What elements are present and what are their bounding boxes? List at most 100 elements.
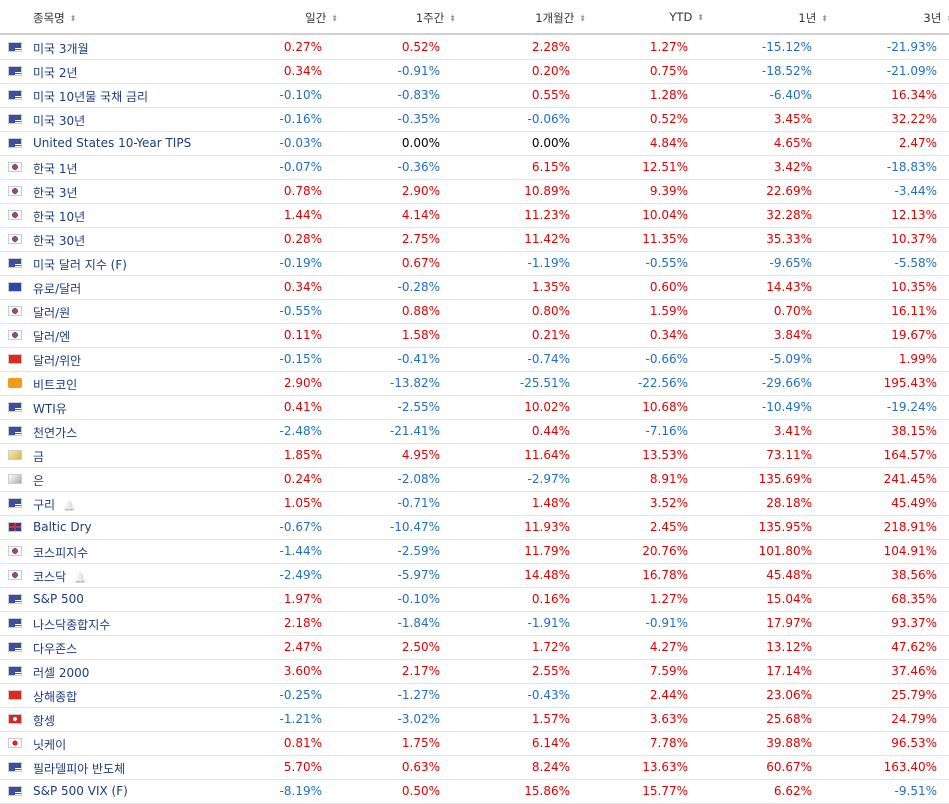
instrument-link[interactable]: 미국 달러 지수 (F) <box>33 258 127 272</box>
change-value: 3.84% <box>773 328 812 342</box>
alert-icon[interactable]: 🔔 <box>63 501 76 512</box>
change-value: 0.21% <box>531 328 570 342</box>
instrument-link[interactable]: 달러/엔 <box>33 330 71 344</box>
instrument-name[interactable]: 금 <box>33 448 44 465</box>
change-value: -3.02% <box>397 712 440 726</box>
instrument-link[interactable]: 금 <box>33 450 45 464</box>
change-value: 10.35% <box>891 280 937 294</box>
change-value: -2.08% <box>397 472 440 486</box>
instrument-link[interactable]: 코스닥 <box>33 570 67 584</box>
instrument-name[interactable]: 다우존스 <box>33 640 77 657</box>
change-value: 12.13% <box>891 208 937 222</box>
change-value: 2.28% <box>531 40 570 54</box>
instrument-name[interactable]: Baltic Dry <box>33 520 92 534</box>
instrument-name[interactable]: 한국 1년 <box>33 160 78 177</box>
instrument-link[interactable]: 천연가스 <box>33 426 78 440</box>
instrument-name[interactable]: 상해종합 <box>33 688 77 705</box>
instrument-link[interactable]: 상해종합 <box>33 690 78 704</box>
flag-icon <box>8 666 22 676</box>
instrument-name[interactable]: 유로/달러 <box>33 280 81 297</box>
instrument-name[interactable]: 달러/위안 <box>33 352 81 369</box>
change-value: 4.27% <box>649 640 688 654</box>
instrument-link[interactable]: 닛케이 <box>33 738 67 752</box>
instrument-name[interactable]: S&P 500 <box>33 592 84 606</box>
instrument-link[interactable]: 비트코인 <box>33 378 78 392</box>
instrument-link[interactable]: 유로/달러 <box>33 282 82 296</box>
column-header[interactable]: 3년 ⬍ <box>923 10 949 26</box>
column-header[interactable]: 종목명 ⬍ <box>33 10 76 26</box>
table-row: 은 0.24% -2.08% -2.97% 8.91% 135.69% 241.45% <box>0 467 949 492</box>
instrument-link[interactable]: 러셀 2000 <box>33 666 90 680</box>
instrument-name[interactable]: 미국 10년물 국채 금리 <box>33 88 148 105</box>
instrument-name[interactable]: 비트코인 <box>33 376 77 393</box>
instrument-name[interactable]: 닛케이 <box>33 736 66 753</box>
alert-icon[interactable]: 🔔 <box>74 573 87 584</box>
instrument-link[interactable]: 필라델피아 반도체 <box>33 762 126 776</box>
instrument-name[interactable]: 코스닥 🔔 <box>33 568 87 585</box>
change-value: 11.23% <box>524 208 570 222</box>
instrument-link[interactable]: 달러/위안 <box>33 354 82 368</box>
instrument-name[interactable]: WTI유 <box>33 400 67 417</box>
instrument-name[interactable]: 은 <box>33 472 44 489</box>
instrument-link[interactable]: S&P 500 <box>33 592 84 606</box>
change-value: 0.52% <box>649 112 688 126</box>
change-value: -29.66% <box>761 376 812 390</box>
instrument-link[interactable]: United States 10-Year TIPS <box>33 136 192 150</box>
instrument-name[interactable]: 미국 30년 <box>33 112 85 129</box>
table-row: 필라델피아 반도체 5.70% 0.63% 8.24% 13.63% 60.67% 163.… <box>0 755 949 780</box>
column-header[interactable]: 1년 ⬍ <box>798 10 828 26</box>
instrument-link[interactable]: 다우존스 <box>33 642 78 656</box>
instrument-name[interactable]: 구리 🔔 <box>33 496 76 513</box>
instrument-link[interactable]: 미국 3개월 <box>33 42 89 56</box>
column-header[interactable]: 1주간 ⬍ <box>416 10 456 26</box>
change-value: -1.44% <box>279 544 322 558</box>
instrument-name[interactable]: 나스닥종합지수 <box>33 616 110 633</box>
instrument-link[interactable]: 미국 10년물 국채 금리 <box>33 90 149 104</box>
instrument-name[interactable]: 천연가스 <box>33 424 77 441</box>
flag-icon <box>8 522 22 532</box>
instrument-name[interactable]: 한국 30년 <box>33 232 85 249</box>
instrument-name[interactable]: 달러/엔 <box>33 328 70 345</box>
instrument-link[interactable]: 한국 3년 <box>33 186 78 200</box>
change-value: -0.41% <box>397 352 440 366</box>
instrument-link[interactable]: 항셍 <box>33 714 56 728</box>
instrument-name[interactable]: United States 10-Year TIPS <box>33 136 191 150</box>
instrument-link[interactable]: 은 <box>33 474 45 488</box>
change-value: 15.86% <box>524 784 570 798</box>
flag-icon <box>8 618 22 628</box>
instrument-name[interactable]: 달러/원 <box>33 304 70 321</box>
instrument-link[interactable]: 한국 30년 <box>33 234 86 248</box>
instrument-link[interactable]: 나스닥종합지수 <box>33 618 111 632</box>
instrument-name[interactable]: 코스피지수 <box>33 544 88 561</box>
instrument-name[interactable]: 미국 달러 지수 (F) <box>33 256 127 273</box>
change-value: 1.75% <box>401 736 440 750</box>
instrument-name[interactable]: 미국 2년 <box>33 64 78 81</box>
instrument-name[interactable]: S&P 500 VIX (F) <box>33 784 128 798</box>
instrument-link[interactable]: 미국 2년 <box>33 66 78 80</box>
table-row: 달러/원 -0.55% 0.88% 0.80% 1.59% 0.70% 16.11% <box>0 299 949 324</box>
change-value: 13.12% <box>766 640 812 654</box>
instrument-link[interactable]: 미국 30년 <box>33 114 86 128</box>
instrument-name[interactable]: 한국 3년 <box>33 184 78 201</box>
instrument-name[interactable]: 한국 10년 <box>33 208 85 225</box>
instrument-link[interactable]: Baltic Dry <box>33 520 92 534</box>
instrument-name[interactable]: 러셀 2000 <box>33 664 89 681</box>
change-value: 19.67% <box>891 328 937 342</box>
instrument-link[interactable]: 구리 <box>33 498 56 512</box>
change-value: 10.04% <box>642 208 688 222</box>
instrument-name[interactable]: 필라델피아 반도체 <box>33 760 125 777</box>
change-value: 135.95% <box>758 520 812 534</box>
instrument-link[interactable]: 달러/원 <box>33 306 71 320</box>
instrument-link[interactable]: 한국 10년 <box>33 210 86 224</box>
instrument-link[interactable]: WTI유 <box>33 402 67 416</box>
instrument-name[interactable]: 미국 3개월 <box>33 40 89 57</box>
change-value: -5.09% <box>769 352 812 366</box>
column-header[interactable]: 일간 ⬍ <box>305 10 338 26</box>
instrument-link[interactable]: S&P 500 VIX (F) <box>33 784 128 798</box>
instrument-name[interactable]: 항셍 <box>33 712 55 729</box>
instrument-link[interactable]: 한국 1년 <box>33 162 78 176</box>
column-header[interactable]: YTD ⬍ <box>669 10 704 24</box>
instrument-link[interactable]: 코스피지수 <box>33 546 89 560</box>
change-value: 1.27% <box>649 592 688 606</box>
column-header[interactable]: 1개월간 ⬍ <box>535 10 586 26</box>
